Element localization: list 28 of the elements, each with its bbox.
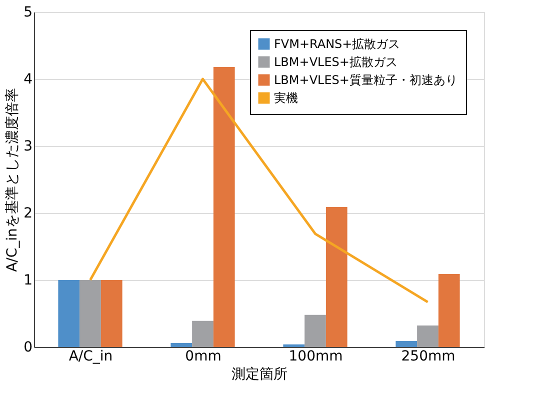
bar <box>192 320 214 347</box>
bar <box>170 342 192 347</box>
y-tick-label: 2 <box>24 206 32 222</box>
x-tick-label: 100mm <box>288 348 343 364</box>
x-tick-label: 0mm <box>185 348 222 364</box>
legend-label: FVM+RANS+拡散ガス <box>274 37 400 51</box>
y-tick-label: 3 <box>24 138 32 154</box>
bar <box>80 280 101 347</box>
bar <box>417 326 438 347</box>
bar <box>396 340 418 347</box>
legend-label: LBM+VLES+質量粒子・初速あり <box>274 73 458 87</box>
bar <box>213 66 235 347</box>
bar <box>438 274 460 347</box>
x-tick-label: A/C_in <box>68 348 113 364</box>
legend-label: 実機 <box>274 91 298 105</box>
y-tick-label: 5 <box>24 4 32 20</box>
y-tick-label: 4 <box>24 72 33 88</box>
bar <box>100 280 122 347</box>
bar <box>304 314 326 347</box>
y-tick-label: 0 <box>24 340 32 356</box>
x-axis-title: 測定箇所 <box>232 366 288 382</box>
bar <box>283 344 305 347</box>
y-tick-label: 1 <box>24 272 32 288</box>
x-tick-label: 250mm <box>401 348 456 364</box>
y-axis-title: A/C_inを基準とした濃度倍率 <box>4 88 21 272</box>
bar <box>326 206 348 347</box>
legend-label: LBM+VLES+拡散ガス <box>274 55 398 69</box>
bar <box>58 280 80 347</box>
